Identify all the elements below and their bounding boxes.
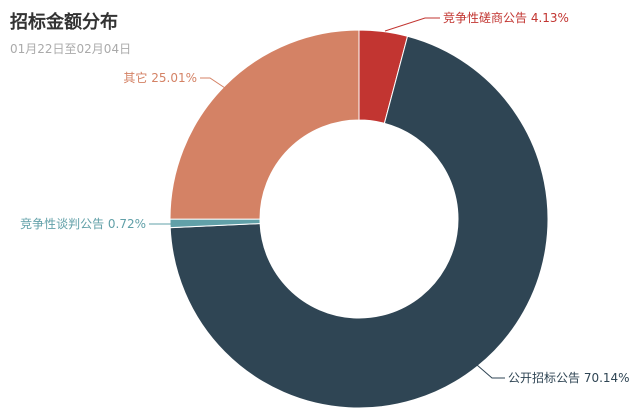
chart-subtitle: 01月22日至02月04日 [10,42,132,56]
label-leader-line [200,77,229,91]
pie-slice[interactable] [169,35,549,409]
slice-label: 竞争性磋商公告 4.13% [443,10,569,25]
slice-label: 公开招标公告 70.14% [508,371,630,385]
label-leader-line [476,364,505,379]
pie-slice[interactable] [169,29,360,220]
slice-label: 其它 25.01% [123,70,197,85]
label-leader-line [384,17,440,32]
chart-title: 招标金额分布 [10,12,118,33]
slice-label: 竞争性谈判公告 0.72% [20,217,146,231]
